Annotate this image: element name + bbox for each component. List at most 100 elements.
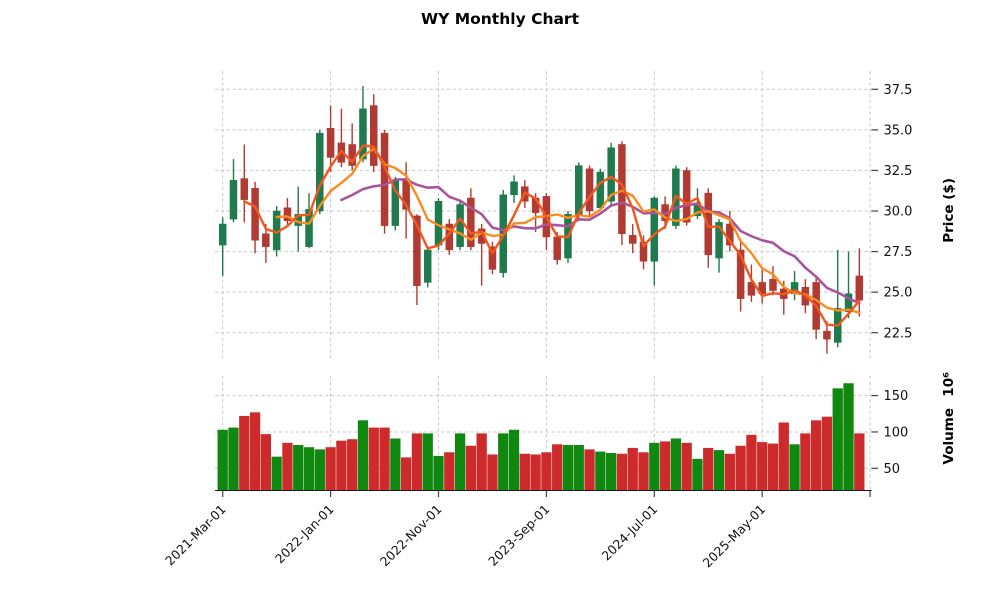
volume-bar xyxy=(811,420,822,490)
volume-bar xyxy=(843,383,854,490)
volume-bar xyxy=(605,453,617,490)
volume-bar xyxy=(368,427,379,490)
volume-bar xyxy=(400,457,412,490)
volume-bar xyxy=(616,453,628,490)
candle-body xyxy=(467,197,475,247)
candle-body xyxy=(305,209,313,247)
volume-bar xyxy=(713,450,725,490)
volume-bar xyxy=(681,442,692,490)
volume-bar xyxy=(465,445,477,490)
candle-body xyxy=(326,127,335,158)
volume-bar xyxy=(325,447,336,490)
ma-line-12 xyxy=(340,178,861,305)
price-axis-title: Price ($) xyxy=(941,178,957,243)
candle-body xyxy=(218,223,227,246)
x-tick-label: 2024-Jul-01 xyxy=(599,502,661,564)
volume-bar xyxy=(703,447,714,490)
candle-body xyxy=(488,246,497,270)
x-tick-label: 2025-May-01 xyxy=(699,502,768,571)
volume-bar xyxy=(821,416,833,490)
volume-bar xyxy=(249,412,261,490)
volume-bar xyxy=(271,456,282,490)
volume-bar xyxy=(832,388,843,490)
volume-bar xyxy=(638,452,649,490)
candle-body xyxy=(380,132,389,226)
candle-body xyxy=(769,278,777,291)
page-title: WY Monthly Chart xyxy=(420,10,579,28)
candle-body xyxy=(229,179,238,220)
candle-body xyxy=(736,249,745,299)
price-tick-label: 22.5 xyxy=(884,326,913,341)
x-tick-label: 2022-Nov-01 xyxy=(377,502,445,570)
x-tick-label: 2022-Jan-01 xyxy=(272,502,337,567)
volume-bar xyxy=(735,445,746,490)
volume-bar xyxy=(314,449,325,490)
candle-body xyxy=(607,147,615,202)
candle-body xyxy=(240,178,249,200)
candle-body xyxy=(628,235,637,244)
volume-bar xyxy=(800,433,811,490)
volume-bar xyxy=(347,439,358,490)
volume-bar xyxy=(282,442,293,490)
price-tick-label: 32.5 xyxy=(884,164,913,179)
volume-bar xyxy=(778,422,789,490)
volume-bar xyxy=(519,453,530,490)
candle-body xyxy=(316,132,324,212)
volume-bar xyxy=(454,433,466,490)
volume-bar xyxy=(476,433,487,490)
volume-bar xyxy=(336,440,347,490)
volume-bar xyxy=(746,434,757,490)
volume-bar xyxy=(303,447,315,490)
x-tick-label: 2023-Sep-01 xyxy=(485,502,552,569)
volume-bar xyxy=(444,452,455,490)
candle-body xyxy=(283,207,292,221)
volume-bar xyxy=(627,447,638,490)
volume-bar xyxy=(692,458,703,490)
candle-body xyxy=(844,293,853,312)
volume-bar xyxy=(390,438,401,490)
ma-line-3 xyxy=(243,144,861,327)
volume-bar xyxy=(789,444,800,490)
volume-bar xyxy=(498,433,509,490)
candle-body xyxy=(715,222,723,259)
candle-body xyxy=(585,168,594,212)
volume-bar xyxy=(649,442,660,490)
candle-body xyxy=(553,236,561,260)
candle-body xyxy=(456,204,464,247)
volume-axis-exponent: 10⁶ xyxy=(941,372,957,397)
candle-body xyxy=(262,233,270,247)
volume-bar xyxy=(767,443,779,490)
candle-body xyxy=(510,181,518,196)
volume-bar xyxy=(293,445,304,490)
x-tick-label: 2021-Mar-01 xyxy=(162,502,229,569)
volume-bar xyxy=(487,454,498,490)
volume-bar xyxy=(659,441,671,490)
candle-body xyxy=(823,330,831,340)
volume-axis-title: Volume xyxy=(941,408,957,465)
volume-bar xyxy=(508,429,520,490)
volume-bar xyxy=(379,427,390,490)
volume-bar xyxy=(854,433,865,490)
volume-bar xyxy=(670,438,682,490)
volume-bar xyxy=(530,454,541,490)
volume-bar xyxy=(573,445,584,490)
volume-tick-label: 50 xyxy=(884,462,901,477)
volume-tick-label: 150 xyxy=(884,389,909,404)
candle-body xyxy=(359,108,367,160)
candle-body xyxy=(413,215,421,286)
candle-body xyxy=(618,144,626,234)
volume-bar xyxy=(411,433,423,490)
price-tick-label: 30.0 xyxy=(884,205,913,220)
candle-body xyxy=(682,170,691,223)
volume-bar xyxy=(562,445,574,490)
volume-bar xyxy=(239,415,250,490)
volume-bar xyxy=(433,455,444,490)
volume-bar xyxy=(422,433,433,490)
volume-bar xyxy=(260,434,272,490)
volume-bar xyxy=(595,451,606,490)
volume-bar xyxy=(357,420,369,490)
candle-body xyxy=(650,197,659,262)
volume-bar xyxy=(724,453,735,490)
